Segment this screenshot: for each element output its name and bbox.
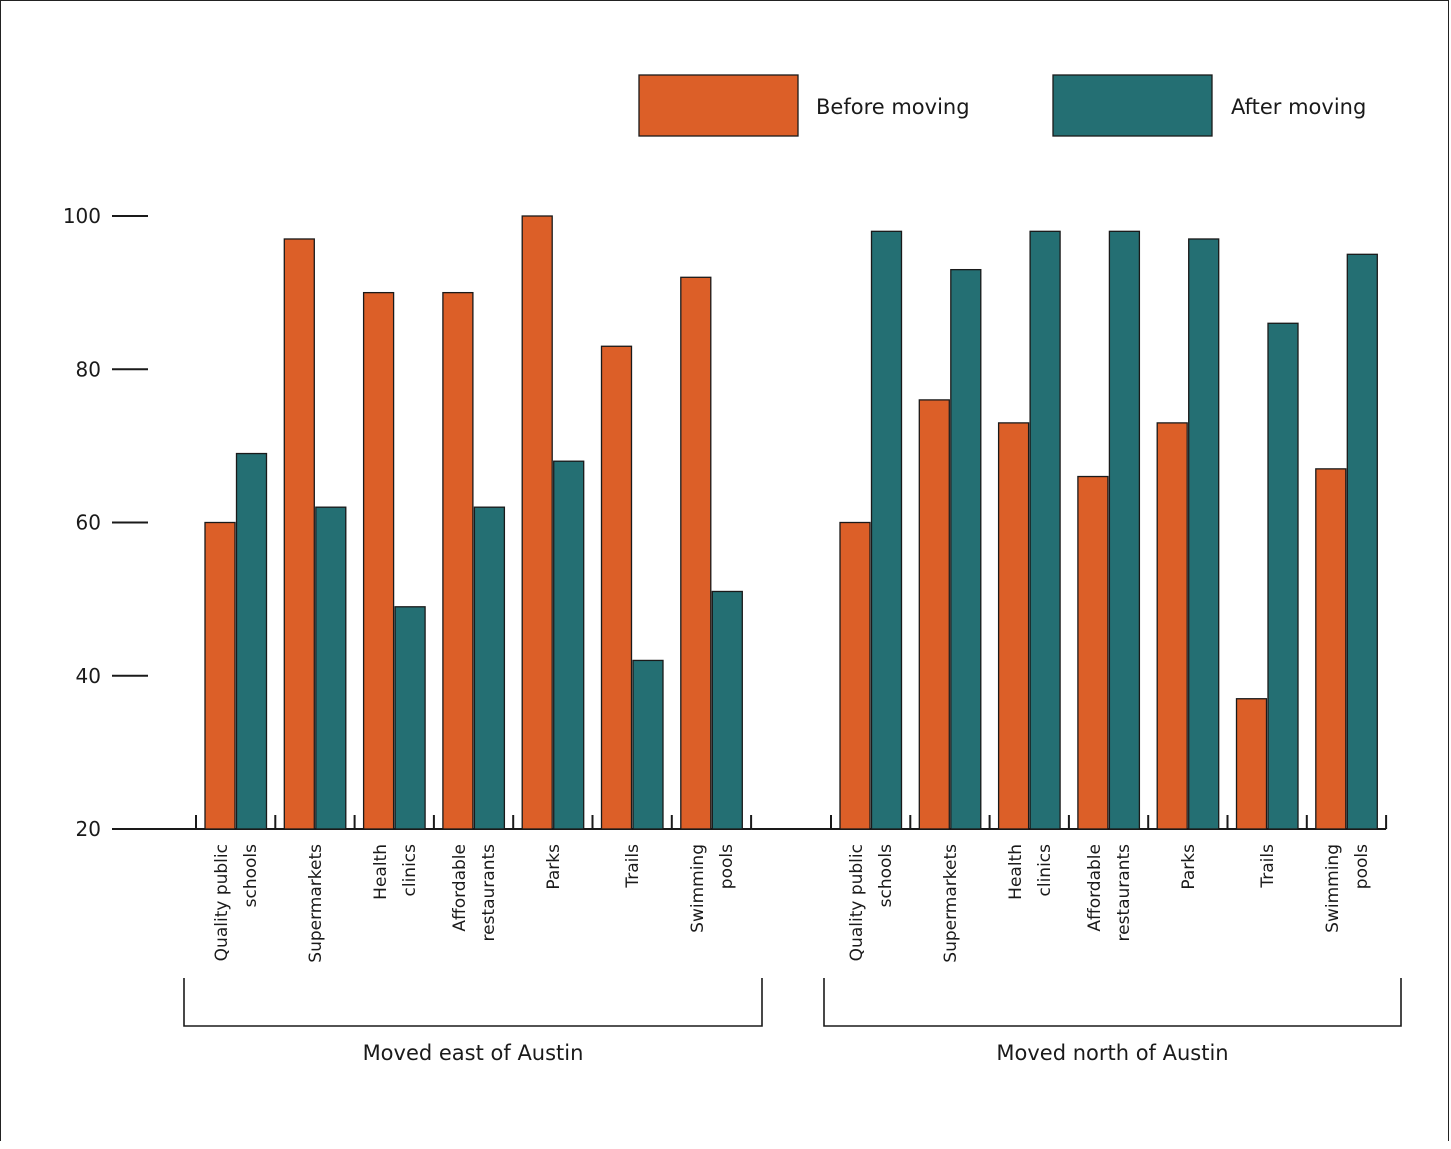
group-label: Moved east of Austin bbox=[363, 1041, 584, 1065]
category-label: pools bbox=[717, 844, 737, 889]
bar-after bbox=[870, 230, 903, 830]
category-label: schools bbox=[876, 844, 896, 908]
category-label: pools bbox=[1352, 844, 1372, 889]
bar-before bbox=[997, 422, 1030, 830]
category-label: schools bbox=[241, 844, 261, 908]
bar-after bbox=[1346, 253, 1378, 830]
category-label: Trails bbox=[1258, 844, 1278, 889]
bar-after bbox=[235, 452, 268, 830]
bar-after bbox=[950, 268, 982, 830]
y-tick-label: 60 bbox=[76, 511, 101, 535]
bar-after bbox=[553, 460, 585, 830]
y-tick-label: 80 bbox=[76, 357, 101, 381]
category-label: restaurants bbox=[479, 844, 499, 942]
bar-after bbox=[1267, 322, 1299, 830]
legend-label-after: After moving bbox=[1231, 95, 1366, 119]
bar-after bbox=[711, 590, 743, 830]
bar-before bbox=[204, 521, 236, 830]
category-label: Parks bbox=[544, 844, 564, 890]
bar-before bbox=[680, 276, 712, 830]
category-label: clinics bbox=[400, 844, 420, 897]
category-label: Quality public bbox=[847, 844, 867, 961]
y-tick-label: 20 bbox=[76, 817, 101, 841]
category-label: clinics bbox=[1035, 844, 1055, 897]
bar-after bbox=[632, 659, 664, 830]
category-label: Affordable bbox=[1085, 844, 1105, 932]
legend-label-before: Before moving bbox=[816, 95, 970, 119]
category-label: Affordable bbox=[450, 844, 470, 932]
category-label: Parks bbox=[1179, 844, 1199, 890]
category-label: restaurants bbox=[1114, 844, 1134, 942]
bar-after bbox=[315, 506, 347, 830]
category-label: Supermarkets bbox=[306, 844, 326, 963]
bar-before bbox=[918, 399, 950, 830]
bar-before bbox=[442, 291, 474, 830]
bar-after bbox=[1188, 238, 1220, 830]
bar-before bbox=[1156, 422, 1188, 830]
group-bracket bbox=[183, 978, 763, 1027]
bar-after bbox=[1108, 230, 1141, 830]
group-bracket bbox=[823, 978, 1402, 1027]
group-label: Moved north of Austin bbox=[996, 1041, 1228, 1065]
bar-before bbox=[283, 238, 315, 830]
legend-swatch-after bbox=[1052, 74, 1213, 137]
category-label: Supermarkets bbox=[941, 844, 961, 963]
category-label: Health bbox=[371, 844, 391, 900]
bar-before bbox=[839, 521, 871, 830]
category-label: Quality public bbox=[212, 844, 232, 961]
bar-before bbox=[521, 215, 553, 830]
bar-before bbox=[362, 291, 395, 830]
category-label: Health bbox=[1006, 844, 1026, 900]
y-tick-label: 40 bbox=[76, 664, 101, 688]
category-label: Swimming bbox=[688, 844, 708, 933]
category-label: Trails bbox=[623, 844, 643, 889]
legend-swatch-before bbox=[638, 74, 799, 137]
bar-before bbox=[1077, 475, 1109, 830]
y-tick-label: 100 bbox=[63, 204, 101, 228]
category-label: Swimming bbox=[1323, 844, 1343, 933]
bar-after bbox=[473, 506, 506, 830]
bar-before bbox=[1235, 698, 1268, 830]
bar-after bbox=[1029, 230, 1061, 830]
bar-after bbox=[394, 606, 426, 830]
bar-before bbox=[1315, 468, 1347, 830]
bar-before bbox=[600, 345, 633, 830]
